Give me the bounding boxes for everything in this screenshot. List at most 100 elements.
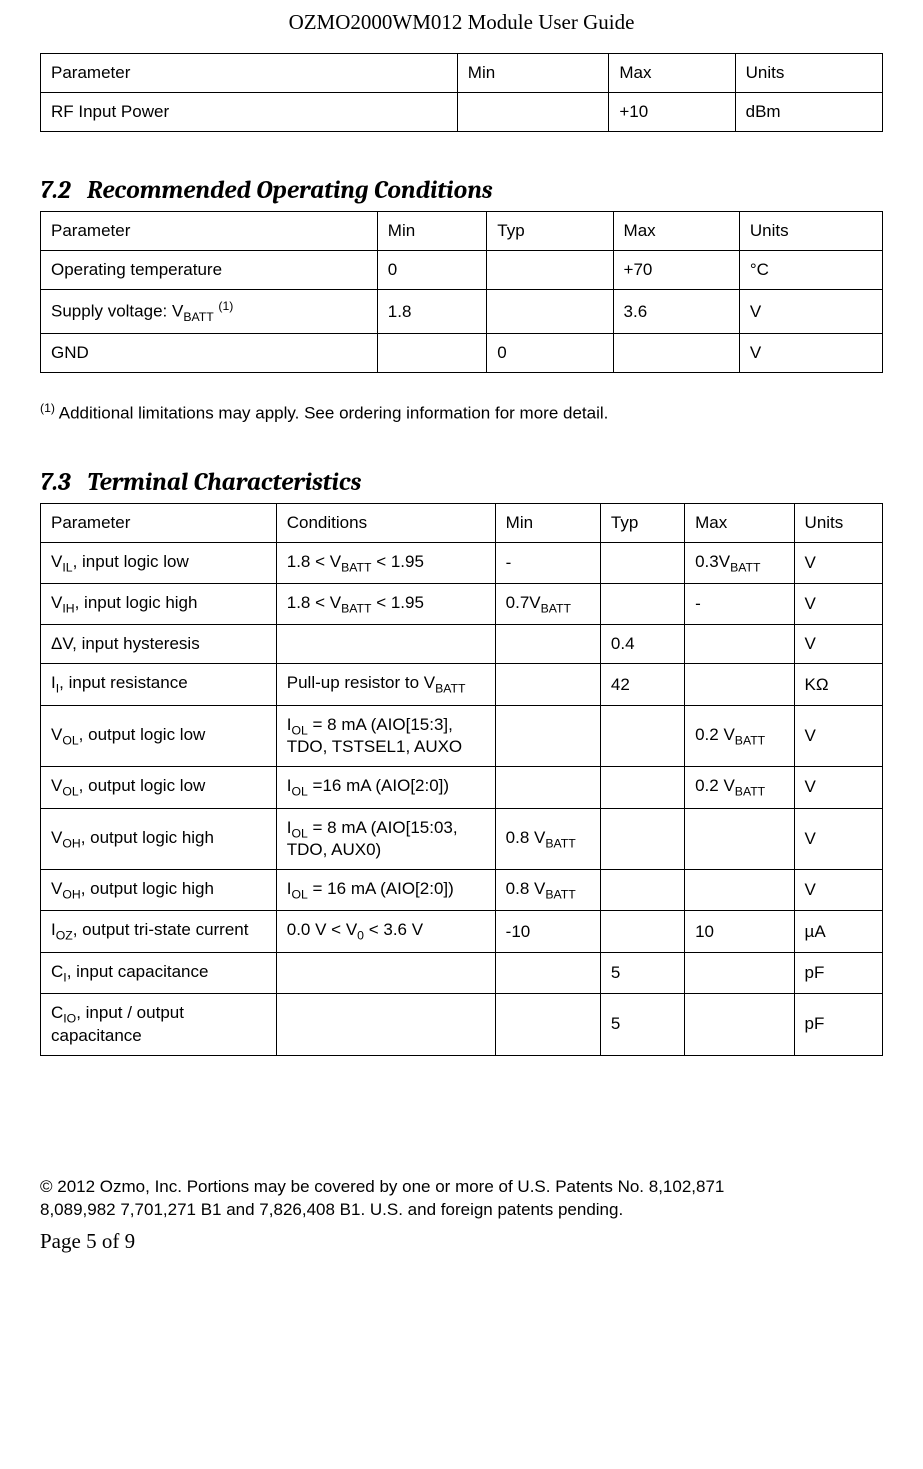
table-row: II, input resistancePull-up resistor to … xyxy=(41,664,883,705)
cell-units: V xyxy=(794,584,882,625)
cell-parameter: VOL, output logic low xyxy=(41,705,277,766)
cell-conditions xyxy=(276,625,495,664)
table-row: CI, input capacitance5pF xyxy=(41,952,883,993)
cell: +10 xyxy=(609,93,735,132)
page-number: Page 5 of 9 xyxy=(40,1227,883,1255)
copyright-line-2: 8,089,982 7,701,271 B1 and 7,826,408 B1.… xyxy=(40,1199,883,1222)
col-min: Min xyxy=(457,54,609,93)
col-parameter: Parameter xyxy=(41,212,378,251)
cell-min xyxy=(495,952,600,993)
cell-min xyxy=(495,664,600,705)
table-row: GND0V xyxy=(41,334,883,373)
cell-units: V xyxy=(794,870,882,911)
cell: V xyxy=(739,334,882,373)
cell: 1.8 xyxy=(377,290,486,334)
cell-units: V xyxy=(794,705,882,766)
col-min: Min xyxy=(377,212,486,251)
cell: +70 xyxy=(613,251,739,290)
cell-max: 0.2 VBATT xyxy=(685,705,794,766)
operating-conditions-table: Parameter Min Typ Max Units Operating te… xyxy=(40,211,883,373)
cell-max: 0.3VBATT xyxy=(685,542,794,583)
cell-max xyxy=(685,625,794,664)
table-row: VOH, output logic highIOL = 16 mA (AIO[2… xyxy=(41,870,883,911)
cell-conditions: Pull-up resistor to VBATT xyxy=(276,664,495,705)
cell-min: - xyxy=(495,542,600,583)
cell-conditions: IOL = 8 mA (AIO[15:03, TDO, AUX0) xyxy=(276,808,495,869)
cell-max: 0.2 VBATT xyxy=(685,767,794,808)
cell-typ xyxy=(600,584,684,625)
cell-max xyxy=(685,870,794,911)
rf-input-table: Parameter Min Max Units RF Input Power+1… xyxy=(40,53,883,132)
cell-typ: 5 xyxy=(600,994,684,1055)
footnote-1: (1) Additional limitations may apply. Se… xyxy=(40,401,883,424)
cell-typ xyxy=(600,767,684,808)
cell xyxy=(457,93,609,132)
cell-typ xyxy=(600,911,684,952)
table-row: Supply voltage: VBATT (1)1.83.6V xyxy=(41,290,883,334)
cell: °C xyxy=(739,251,882,290)
cell: 0 xyxy=(487,334,613,373)
cell-units: pF xyxy=(794,952,882,993)
cell xyxy=(487,251,613,290)
col-parameter: Parameter xyxy=(41,54,458,93)
cell-units: V xyxy=(794,542,882,583)
copyright-line-1: © 2012 Ozmo, Inc. Portions may be covere… xyxy=(40,1176,883,1199)
cell-min: 0.8 VBATT xyxy=(495,870,600,911)
cell-parameter: VIH, input logic high xyxy=(41,584,277,625)
cell-parameter: Operating temperature xyxy=(41,251,378,290)
cell-conditions: IOL = 16 mA (AIO[2:0]) xyxy=(276,870,495,911)
col-parameter: Parameter xyxy=(41,503,277,542)
cell-conditions: 1.8 < VBATT < 1.95 xyxy=(276,542,495,583)
table-header-row: Parameter Min Max Units xyxy=(41,54,883,93)
cell-parameter: ΔV, input hysteresis xyxy=(41,625,277,664)
col-units: Units xyxy=(735,54,882,93)
cell-parameter: CIO, input / output capacitance xyxy=(41,994,277,1055)
cell-max: - xyxy=(685,584,794,625)
cell-conditions: IOL = 8 mA (AIO[15:3], TDO, TSTSEL1, AUX… xyxy=(276,705,495,766)
cell-typ xyxy=(600,870,684,911)
cell-typ xyxy=(600,542,684,583)
section-number: 7.3 xyxy=(40,468,71,497)
cell: 3.6 xyxy=(613,290,739,334)
cell-parameter: VOH, output logic high xyxy=(41,870,277,911)
footer: © 2012 Ozmo, Inc. Portions may be covere… xyxy=(40,1176,883,1256)
col-units: Units xyxy=(794,503,882,542)
cell xyxy=(613,334,739,373)
section-7-2-heading: 7.2 Recommended Operating Conditions xyxy=(40,176,883,205)
table-row: VOL, output logic lowIOL =16 mA (AIO[2:0… xyxy=(41,767,883,808)
cell-conditions: 1.8 < VBATT < 1.95 xyxy=(276,584,495,625)
cell-max xyxy=(685,808,794,869)
terminal-characteristics-table: Parameter Conditions Min Typ Max Units V… xyxy=(40,503,883,1056)
table-row: VIH, input logic high1.8 < VBATT < 1.950… xyxy=(41,584,883,625)
cell-typ xyxy=(600,808,684,869)
cell-min xyxy=(495,705,600,766)
page: OZMO2000WM012 Module User Guide Paramete… xyxy=(0,0,923,1276)
cell-max: 10 xyxy=(685,911,794,952)
cell-min: 0.7VBATT xyxy=(495,584,600,625)
cell-parameter: II, input resistance xyxy=(41,664,277,705)
table-row: ΔV, input hysteresis0.4V xyxy=(41,625,883,664)
cell-parameter: VIL, input logic low xyxy=(41,542,277,583)
cell-parameter: CI, input capacitance xyxy=(41,952,277,993)
cell: 0 xyxy=(377,251,486,290)
section-title: Terminal Characteristics xyxy=(87,468,361,497)
cell-max xyxy=(685,994,794,1055)
cell-units: KΩ xyxy=(794,664,882,705)
cell-min: -10 xyxy=(495,911,600,952)
cell xyxy=(487,290,613,334)
cell-typ xyxy=(600,705,684,766)
cell-max xyxy=(685,952,794,993)
col-typ: Typ xyxy=(487,212,613,251)
table-row: VOL, output logic lowIOL = 8 mA (AIO[15:… xyxy=(41,705,883,766)
col-conditions: Conditions xyxy=(276,503,495,542)
cell-units: pF xyxy=(794,994,882,1055)
section-number: 7.2 xyxy=(40,176,71,205)
table-row: VOH, output logic highIOL = 8 mA (AIO[15… xyxy=(41,808,883,869)
table-row: RF Input Power+10dBm xyxy=(41,93,883,132)
table-row: CIO, input / output capacitance 5 pF xyxy=(41,994,883,1055)
col-typ: Typ xyxy=(600,503,684,542)
cell-min: 0.8 VBATT xyxy=(495,808,600,869)
cell-max xyxy=(685,664,794,705)
cell-parameter: VOH, output logic high xyxy=(41,808,277,869)
cell-min xyxy=(495,625,600,664)
